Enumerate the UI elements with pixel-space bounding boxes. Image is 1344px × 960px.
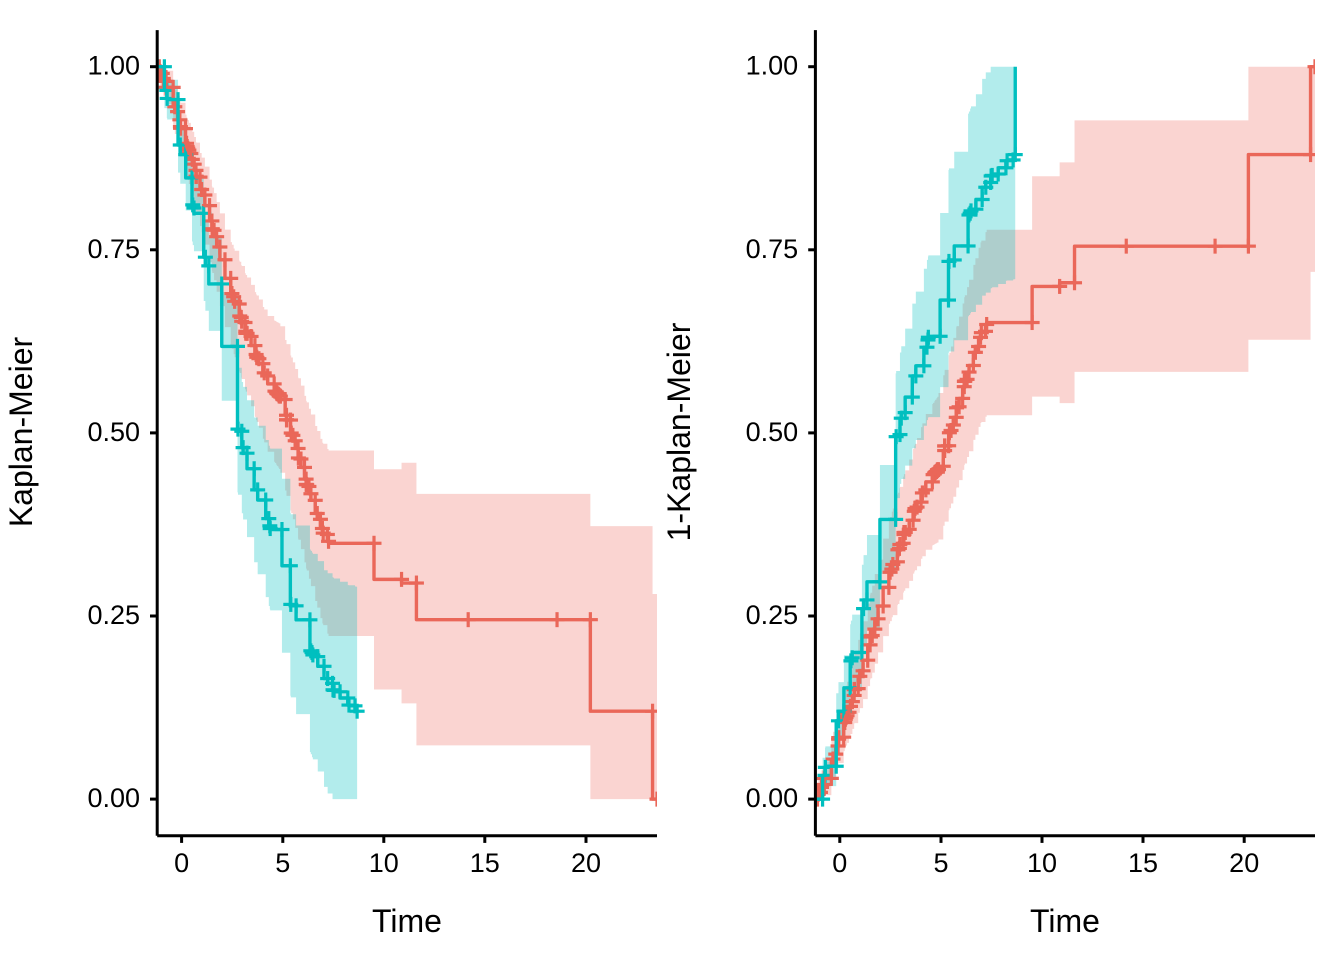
svg-text:0.75: 0.75 [746,234,799,264]
svg-text:0.00: 0.00 [746,783,799,813]
svg-text:Time: Time [372,903,442,939]
svg-text:0.00: 0.00 [87,783,140,813]
svg-text:1-Kaplan-Meier: 1-Kaplan-Meier [661,322,697,541]
svg-text:20: 20 [571,848,601,878]
svg-text:0.75: 0.75 [87,234,140,264]
svg-text:20: 20 [1229,848,1259,878]
svg-text:0: 0 [832,848,847,878]
svg-text:1.00: 1.00 [87,51,140,81]
svg-text:0: 0 [174,848,189,878]
svg-text:1.00: 1.00 [746,51,799,81]
svg-text:5: 5 [933,848,948,878]
svg-text:10: 10 [1027,848,1057,878]
svg-text:10: 10 [369,848,399,878]
svg-text:0.50: 0.50 [87,417,140,447]
svg-text:15: 15 [470,848,500,878]
svg-text:5: 5 [275,848,290,878]
svg-text:15: 15 [1128,848,1158,878]
svg-text:0.25: 0.25 [746,600,799,630]
svg-text:Kaplan-Meier: Kaplan-Meier [3,337,39,528]
svg-text:0.50: 0.50 [746,417,799,447]
svg-text:Time: Time [1030,903,1100,939]
svg-text:0.25: 0.25 [87,600,140,630]
